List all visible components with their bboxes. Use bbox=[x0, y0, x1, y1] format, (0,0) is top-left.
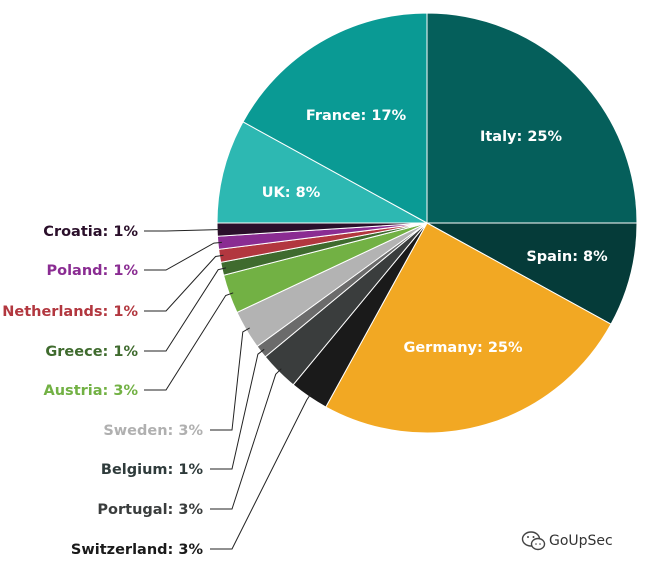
leader-line bbox=[210, 348, 265, 470]
slice-label-france: France: 17% bbox=[306, 108, 407, 124]
leader-line bbox=[210, 368, 282, 510]
leader-line bbox=[144, 267, 227, 352]
slice-labels: Italy: 25% Spain: 8% Germany: 25% Switzerla… bbox=[2, 108, 608, 558]
slice-label-switzerland: Switzerland: 3% bbox=[71, 542, 204, 558]
slice-label-portugal: Portugal: 3% bbox=[97, 502, 203, 518]
slice-uk bbox=[216, 121, 428, 224]
slice-label-spain: Spain: 8% bbox=[526, 249, 608, 265]
leader-line bbox=[210, 327, 250, 431]
slice-italy bbox=[426, 12, 638, 224]
slice-label-netherlands: Netherlands: 1% bbox=[2, 304, 138, 320]
slice-spain bbox=[426, 222, 638, 325]
leader-line bbox=[144, 229, 222, 232]
leader-line bbox=[144, 292, 234, 391]
pie-slices bbox=[216, 12, 638, 434]
watermark-text: GoUpSec bbox=[549, 533, 613, 549]
slice-label-austria: Austria: 3% bbox=[44, 383, 139, 399]
leader-lines bbox=[144, 229, 312, 550]
watermark: GoUpSec bbox=[521, 531, 613, 551]
slice-label-sweden: Sweden: 3% bbox=[103, 423, 203, 439]
leader-line bbox=[144, 254, 224, 312]
slice-label-poland: Poland: 1% bbox=[46, 263, 138, 279]
wechat-icon bbox=[521, 531, 546, 551]
slice-germany bbox=[325, 222, 612, 434]
slice-label-germany: Germany: 25% bbox=[403, 340, 523, 356]
slice-label-belgium: Belgium: 1% bbox=[101, 462, 204, 478]
slice-france bbox=[242, 12, 428, 224]
slice-label-italy: Italy: 25% bbox=[480, 129, 563, 145]
leader-line bbox=[210, 393, 312, 550]
slice-label-greece: Greece: 1% bbox=[45, 344, 138, 360]
leader-line bbox=[144, 241, 222, 271]
slice-label-uk: UK: 8% bbox=[262, 185, 321, 201]
slice-label-croatia: Croatia: 1% bbox=[43, 224, 138, 240]
